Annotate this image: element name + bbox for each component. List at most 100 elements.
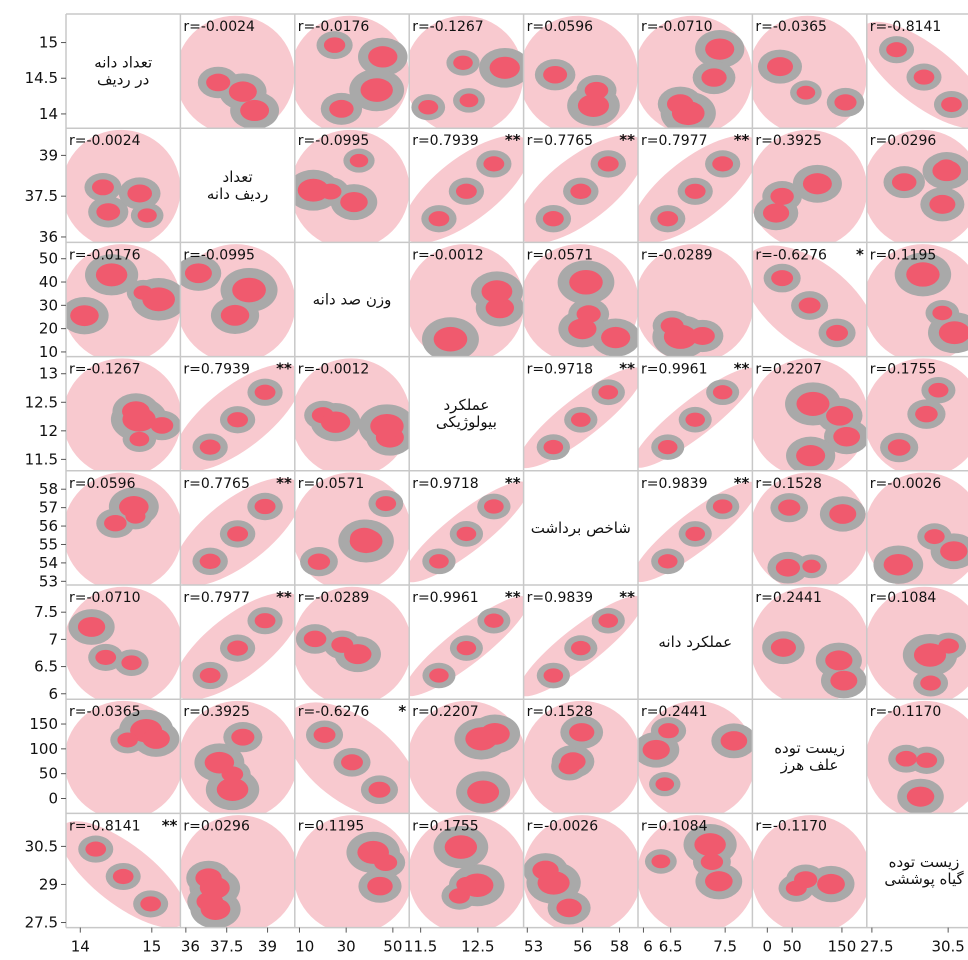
correlation-label: r=-0.0710: [69, 590, 141, 606]
density-inner: [685, 526, 706, 542]
density-inner: [712, 156, 734, 172]
density-inner: [642, 739, 670, 760]
density-inner: [705, 38, 735, 60]
density-inner: [374, 854, 398, 872]
correlation-label: r=-0.0026: [870, 476, 942, 492]
x-tick-label: 37.5: [210, 938, 243, 956]
correlation-label: r=0.1195: [870, 247, 936, 263]
y-tick-label: 6: [48, 685, 58, 703]
density-inner: [802, 173, 832, 195]
density-cell-3-1: [180, 363, 295, 471]
density-cell-1-6: [752, 129, 867, 243]
correlation-label: r=-0.0012: [298, 362, 370, 378]
correlation-label: r=0.9718: [527, 362, 593, 378]
density-inner: [227, 412, 249, 428]
density-cell-7-4: [523, 815, 638, 928]
significance-marker: **: [276, 588, 292, 606]
density-inner: [796, 391, 830, 416]
density-cell-2-1: [180, 244, 295, 357]
density-cell-0-2: [294, 15, 409, 129]
x-tick-label: 56: [573, 938, 592, 956]
correlation-label: r=0.7977: [183, 590, 249, 606]
density-inner: [254, 613, 276, 629]
correlation-label: r=-0.0176: [69, 247, 141, 263]
density-inner: [766, 57, 793, 77]
density-inner: [770, 638, 796, 657]
density-inner: [303, 630, 327, 648]
correlation-label: r=-0.0710: [641, 19, 713, 35]
density-inner: [568, 318, 597, 340]
density-inner: [199, 667, 221, 684]
diagonal-label-0: تعداد دانه در ردیف: [94, 54, 152, 89]
density-cell-0-1: [180, 15, 295, 129]
density-inner: [712, 385, 733, 400]
density-inner: [932, 305, 953, 321]
density-inner: [127, 184, 153, 203]
correlation-label: r=-0.0289: [298, 590, 370, 606]
density-cell-2-7: [866, 244, 968, 357]
y-tick-label: 14: [39, 105, 58, 123]
significance-marker: *: [856, 245, 864, 263]
correlation-label: r=-0.8141: [69, 818, 141, 834]
density-cell-6-7: [866, 700, 968, 814]
density-inner: [472, 727, 495, 743]
correlation-label: r=0.0296: [183, 818, 250, 834]
diagonal-label-line: تعداد: [223, 168, 253, 186]
correlation-label: r=-0.6276: [298, 704, 370, 720]
y-tick-label: 37.5: [25, 187, 58, 205]
density-inner: [220, 304, 250, 326]
density-inner: [701, 68, 727, 87]
correlation-label: r=0.2207: [412, 704, 478, 720]
density-inner: [883, 553, 914, 576]
density-cell-7-3: [409, 815, 524, 928]
density-cell-7-1: [180, 815, 295, 928]
density-inner: [700, 853, 724, 871]
density-cell-3-5: [638, 367, 753, 468]
correlation-label: r=0.1528: [755, 476, 821, 492]
correlation-label: r=0.7977: [641, 133, 707, 149]
density-inner: [140, 896, 162, 912]
significance-marker: **: [505, 131, 521, 149]
density-inner: [598, 385, 619, 400]
density-inner: [77, 616, 106, 637]
density-cell-4-6: [752, 472, 867, 585]
density-inner: [770, 187, 794, 205]
correlation-label: r=0.3925: [183, 704, 249, 720]
correlation-label: r=-0.0365: [755, 19, 827, 35]
correlation-label: r=-0.0026: [527, 818, 599, 834]
density-inner: [720, 731, 748, 751]
density-inner: [444, 835, 478, 859]
density-inner: [206, 73, 231, 92]
density-inner: [204, 751, 235, 774]
density-inner: [70, 305, 99, 327]
significance-marker: **: [162, 816, 178, 834]
diagonal-label-1: تعداد ردیف دانه: [207, 168, 268, 203]
diagonal-label-line: علف هرز: [780, 756, 839, 774]
density-inner: [484, 613, 504, 628]
correlation-label: r=0.1084: [870, 590, 937, 606]
density-cell-7-5: [638, 815, 753, 928]
significance-marker: **: [505, 474, 521, 492]
correlation-label: r=0.9839: [527, 590, 593, 606]
density-cell-5-6: [752, 586, 867, 700]
density-inner: [227, 640, 249, 656]
density-cell-2-0: [66, 244, 181, 357]
density-inner: [938, 638, 959, 654]
density-inner: [690, 326, 715, 345]
density-inner: [456, 640, 477, 656]
density-inner: [537, 871, 570, 895]
x-tick-label: 0: [763, 938, 773, 956]
density-inner: [577, 94, 609, 117]
density-inner: [344, 644, 372, 665]
density-inner: [368, 781, 391, 798]
density-inner: [694, 833, 726, 857]
density-inner: [199, 553, 221, 569]
density-inner: [796, 85, 816, 100]
x-tick-label: 50: [383, 938, 402, 956]
correlation-label: r=0.0571: [298, 476, 364, 492]
density-inner: [453, 55, 473, 70]
correlation-label: r=-0.6276: [755, 247, 827, 263]
density-inner: [598, 613, 619, 628]
y-tick-label: 29: [39, 875, 58, 893]
correlation-label: r=0.0596: [69, 476, 136, 492]
